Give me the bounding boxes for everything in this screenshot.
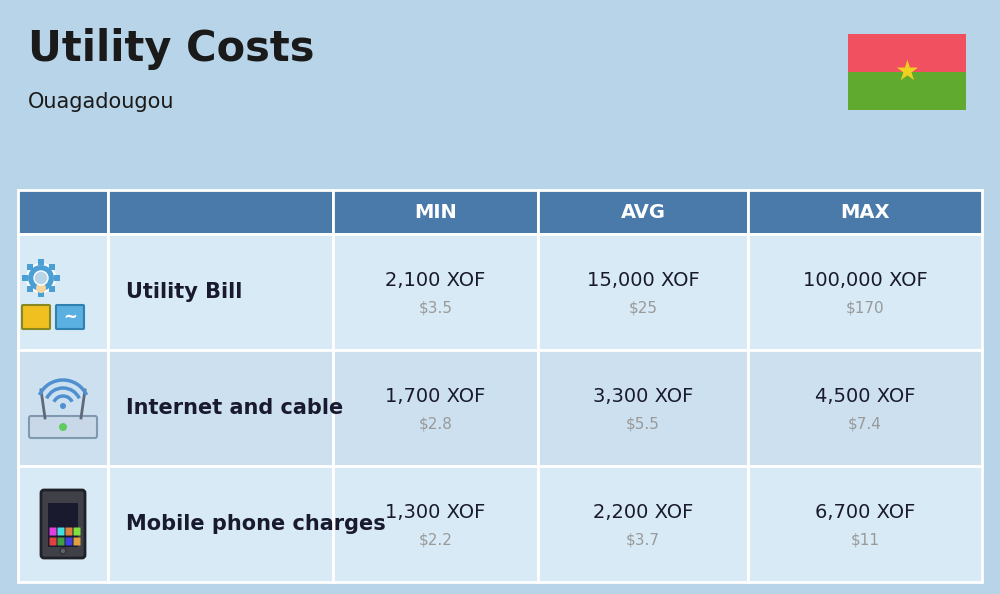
Text: $170: $170 (846, 301, 884, 315)
Text: $11: $11 (850, 532, 880, 548)
Text: 3,300 XOF: 3,300 XOF (593, 387, 693, 406)
Circle shape (27, 264, 55, 292)
Text: Ouagadougou: Ouagadougou (28, 92, 175, 112)
FancyBboxPatch shape (333, 350, 538, 466)
FancyBboxPatch shape (27, 264, 33, 270)
Text: $5.5: $5.5 (626, 416, 660, 431)
Text: 4,500 XOF: 4,500 XOF (815, 387, 915, 406)
Text: $3.5: $3.5 (418, 301, 452, 315)
FancyBboxPatch shape (108, 234, 333, 350)
FancyBboxPatch shape (50, 527, 56, 536)
FancyBboxPatch shape (748, 350, 982, 466)
Text: Utility Costs: Utility Costs (28, 28, 314, 70)
FancyBboxPatch shape (108, 466, 333, 582)
Circle shape (36, 283, 46, 293)
FancyBboxPatch shape (49, 286, 55, 292)
Text: 1,700 XOF: 1,700 XOF (385, 387, 486, 406)
FancyBboxPatch shape (18, 466, 108, 582)
Text: 2,100 XOF: 2,100 XOF (385, 270, 486, 289)
Text: $2.2: $2.2 (419, 532, 452, 548)
FancyBboxPatch shape (54, 275, 60, 281)
FancyBboxPatch shape (22, 305, 50, 329)
Text: 2,200 XOF: 2,200 XOF (593, 503, 693, 522)
Text: $7.4: $7.4 (848, 416, 882, 431)
Text: MAX: MAX (840, 203, 890, 222)
FancyBboxPatch shape (848, 34, 966, 72)
FancyBboxPatch shape (38, 259, 44, 265)
Text: $3.7: $3.7 (626, 532, 660, 548)
FancyBboxPatch shape (29, 416, 97, 438)
FancyBboxPatch shape (18, 234, 108, 350)
FancyBboxPatch shape (49, 264, 55, 270)
FancyBboxPatch shape (74, 538, 80, 545)
FancyBboxPatch shape (58, 538, 64, 545)
FancyBboxPatch shape (74, 527, 80, 536)
FancyBboxPatch shape (108, 190, 333, 234)
Text: 6,700 XOF: 6,700 XOF (815, 503, 915, 522)
FancyBboxPatch shape (58, 527, 64, 536)
Text: ★: ★ (895, 58, 919, 86)
Text: Utility Bill: Utility Bill (126, 282, 242, 302)
Text: 1,300 XOF: 1,300 XOF (385, 503, 486, 522)
FancyBboxPatch shape (538, 350, 748, 466)
Text: ~: ~ (63, 308, 77, 326)
FancyBboxPatch shape (56, 305, 84, 329)
FancyBboxPatch shape (748, 234, 982, 350)
Text: Mobile phone charges: Mobile phone charges (126, 514, 386, 534)
Text: 15,000 XOF: 15,000 XOF (587, 270, 699, 289)
FancyBboxPatch shape (27, 286, 33, 292)
FancyBboxPatch shape (748, 190, 982, 234)
Circle shape (34, 271, 48, 285)
FancyBboxPatch shape (50, 538, 56, 545)
FancyBboxPatch shape (18, 190, 108, 234)
FancyBboxPatch shape (66, 538, 72, 545)
FancyBboxPatch shape (848, 72, 966, 110)
FancyBboxPatch shape (333, 190, 538, 234)
Text: AVG: AVG (620, 203, 666, 222)
Circle shape (60, 548, 66, 554)
FancyBboxPatch shape (333, 234, 538, 350)
Circle shape (60, 403, 66, 409)
FancyBboxPatch shape (748, 466, 982, 582)
FancyBboxPatch shape (538, 466, 748, 582)
FancyBboxPatch shape (18, 350, 108, 466)
FancyBboxPatch shape (41, 490, 85, 558)
FancyBboxPatch shape (22, 275, 28, 281)
FancyBboxPatch shape (333, 466, 538, 582)
FancyBboxPatch shape (538, 234, 748, 350)
Text: MIN: MIN (414, 203, 457, 222)
Text: $2.8: $2.8 (419, 416, 452, 431)
FancyBboxPatch shape (38, 291, 44, 297)
Text: 100,000 XOF: 100,000 XOF (803, 270, 927, 289)
Text: $25: $25 (629, 301, 658, 315)
FancyBboxPatch shape (48, 503, 78, 547)
Text: Internet and cable: Internet and cable (126, 398, 343, 418)
FancyBboxPatch shape (538, 190, 748, 234)
Circle shape (59, 423, 67, 431)
FancyBboxPatch shape (108, 350, 333, 466)
FancyBboxPatch shape (66, 527, 72, 536)
